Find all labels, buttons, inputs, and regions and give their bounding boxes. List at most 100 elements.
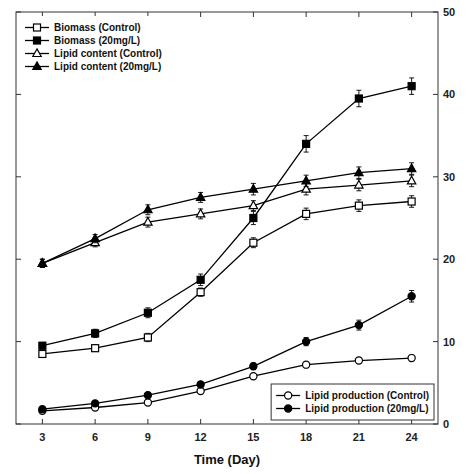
- data-point: [303, 210, 310, 217]
- data-point: [38, 259, 46, 267]
- legend-swatch: [25, 62, 49, 70]
- x-tick-label: 3: [39, 431, 45, 443]
- y2-tick-label: 10: [443, 336, 455, 348]
- x-tick-label: 9: [145, 431, 151, 443]
- y2-tick-label: 20: [443, 253, 455, 265]
- y-tick: [16, 176, 21, 177]
- y2-tick: [433, 424, 438, 425]
- series: [38, 163, 416, 268]
- error-bar: [251, 238, 256, 248]
- data-point: [250, 215, 257, 222]
- data-point: [355, 95, 362, 102]
- series-line: [42, 202, 411, 354]
- plot-frame: [16, 12, 438, 424]
- data-point: [408, 83, 415, 90]
- x-tick: [147, 419, 148, 424]
- error-bar: [356, 200, 361, 212]
- legend-box: [271, 384, 434, 420]
- legend-box: [20, 16, 167, 78]
- legend-label: Biomass (Control): [54, 22, 141, 33]
- x-tick-label: 12: [195, 431, 207, 443]
- error-bar: [409, 196, 414, 208]
- y2-tick-label: 0: [443, 418, 449, 430]
- error-bar: [93, 345, 98, 352]
- y-tick: [16, 94, 21, 95]
- legend-swatch: [276, 392, 300, 399]
- data-point: [197, 289, 204, 296]
- y2-tick: [433, 94, 438, 95]
- data-point: [249, 201, 257, 209]
- error-bar: [40, 351, 45, 358]
- data-point: [144, 309, 151, 316]
- x-tick-top: [306, 12, 307, 17]
- data-point: [39, 350, 46, 357]
- data-point: [355, 322, 362, 329]
- data-point: [355, 168, 363, 176]
- legend: Biomass (Control) Biomass (20mg/L) Lipid c…: [20, 16, 167, 78]
- x-tick: [200, 419, 201, 424]
- y2-tick-label: 40: [443, 88, 455, 100]
- error-bar: [145, 333, 150, 341]
- data-point: [407, 164, 415, 172]
- series: [38, 175, 416, 267]
- error-bar: [198, 288, 203, 296]
- error-bar: [251, 211, 256, 224]
- data-point: [196, 209, 204, 217]
- error-bar: [304, 208, 309, 220]
- data-point: [197, 276, 204, 283]
- data-point: [407, 176, 415, 184]
- error-bar: [40, 342, 45, 349]
- series-line: [42, 169, 411, 264]
- data-point: [408, 354, 415, 361]
- x-tick-label: 21: [353, 431, 365, 443]
- data-point: [144, 334, 151, 341]
- data-point: [355, 202, 362, 209]
- series-line: [42, 86, 411, 346]
- x-tick-top: [253, 12, 254, 17]
- data-point: [355, 180, 363, 188]
- error-bar: [409, 78, 414, 94]
- error-bar: [145, 308, 150, 318]
- legend-label: Lipid content (20mg/L): [54, 61, 161, 72]
- plot-area: [38, 78, 416, 414]
- y-tick: [16, 341, 21, 342]
- series: [39, 196, 415, 358]
- x-tick-label: 24: [406, 431, 419, 443]
- data-point: [303, 338, 310, 345]
- error-bar: [93, 329, 98, 337]
- y-tick: [16, 259, 21, 260]
- chart: 369121518212401020304050Time (Day)Biomas…: [0, 0, 474, 474]
- error-bar: [304, 136, 309, 152]
- data-point: [249, 185, 257, 193]
- y2-tick: [433, 341, 438, 342]
- legend-label: Biomass (20mg/L): [54, 35, 140, 46]
- data-point: [303, 140, 310, 147]
- legend-marker: [33, 49, 41, 57]
- x-axis-label: Time (Day): [194, 452, 260, 467]
- x-tick: [95, 419, 96, 424]
- legend-label: Lipid production (20mg/L): [305, 403, 428, 414]
- axes: 369121518212401020304050: [16, 6, 455, 443]
- legend-marker: [33, 62, 41, 70]
- legend-label: Lipid content (Control): [54, 48, 162, 59]
- error-bar: [198, 274, 203, 286]
- data-point: [92, 345, 99, 352]
- y2-tick: [433, 12, 438, 13]
- data-point: [92, 400, 99, 407]
- data-point: [144, 205, 152, 213]
- data-point: [250, 239, 257, 246]
- y-tick: [16, 424, 21, 425]
- x-tick-label: 18: [300, 431, 312, 443]
- legend-swatch: [25, 37, 49, 44]
- legend: Lipid production (Control)Lipid producti…: [271, 384, 434, 420]
- data-point: [250, 373, 257, 380]
- x-tick: [42, 419, 43, 424]
- x-tick-top: [200, 12, 201, 17]
- error-bar: [356, 90, 361, 106]
- y2-tick: [433, 176, 438, 177]
- data-point: [92, 330, 99, 337]
- x-tick-label: 6: [92, 431, 98, 443]
- data-point: [91, 234, 99, 242]
- legend-marker: [34, 24, 41, 31]
- data-point: [144, 399, 151, 406]
